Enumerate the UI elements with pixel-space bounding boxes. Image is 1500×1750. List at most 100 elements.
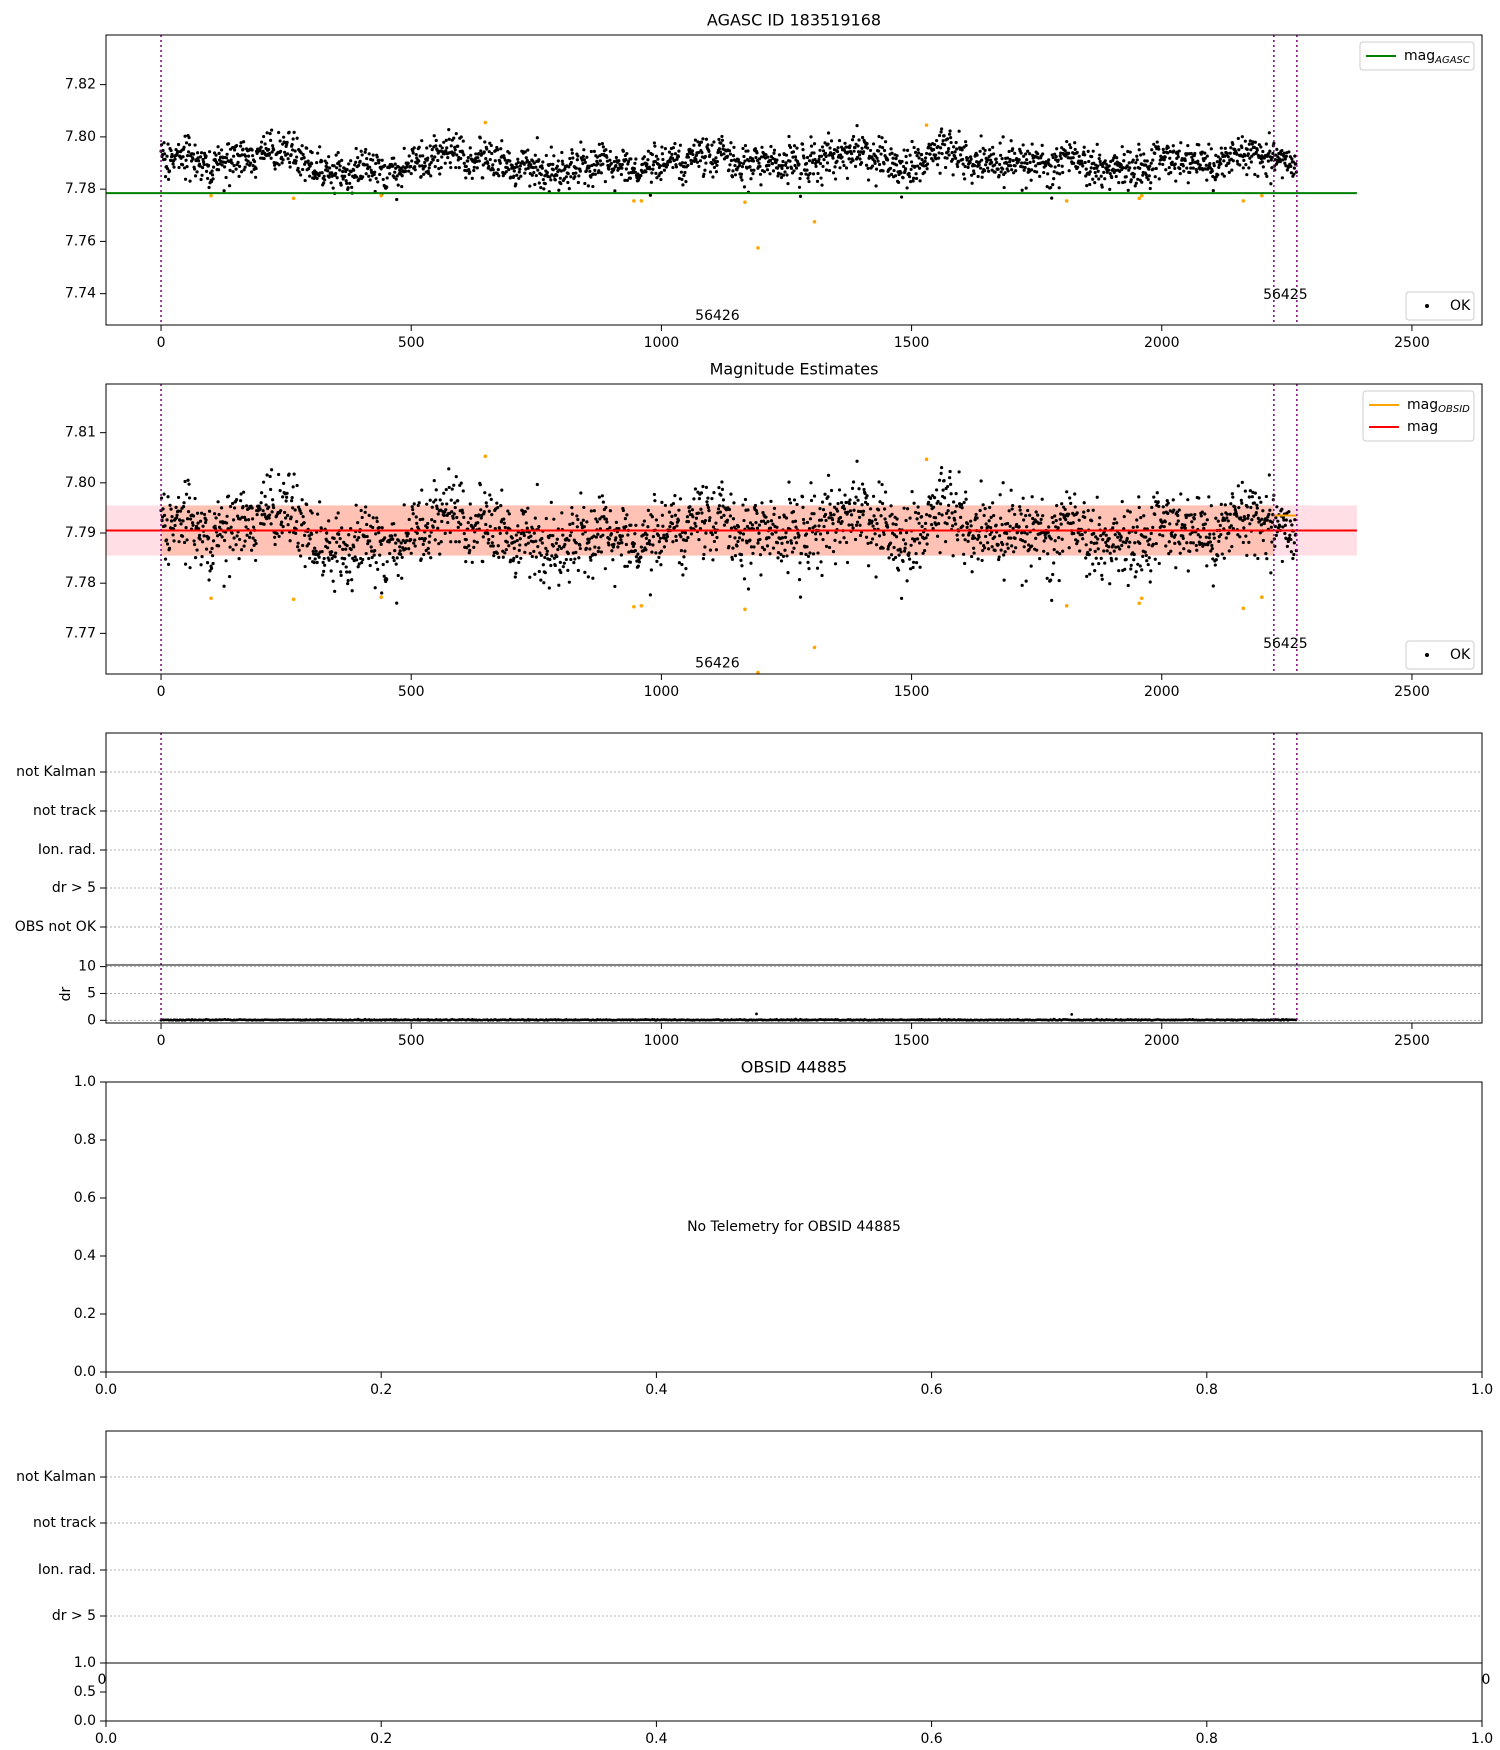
data-point xyxy=(1243,154,1247,158)
data-point xyxy=(860,146,864,150)
data-point xyxy=(439,540,443,544)
data-point xyxy=(336,151,340,155)
data-point xyxy=(533,572,537,576)
data-point xyxy=(1014,169,1018,173)
data-point xyxy=(349,170,353,174)
data-point xyxy=(1082,501,1086,505)
data-point xyxy=(996,167,1000,171)
data-point xyxy=(1190,161,1194,165)
data-point xyxy=(1239,516,1243,520)
data-point xyxy=(341,169,345,174)
data-point xyxy=(250,148,254,152)
data-point xyxy=(785,173,789,177)
data-point xyxy=(797,533,801,538)
legend-entry-label: magOBSID xyxy=(1407,397,1470,415)
data-point xyxy=(875,521,879,526)
data-point xyxy=(986,541,990,545)
data-point xyxy=(842,163,846,168)
data-point xyxy=(720,487,725,491)
data-point xyxy=(268,474,272,479)
data-point xyxy=(700,150,704,155)
data-point xyxy=(843,493,847,497)
data-point xyxy=(231,518,236,522)
data-point xyxy=(1275,147,1279,151)
data-point xyxy=(188,517,193,521)
data-point xyxy=(433,164,437,169)
data-point xyxy=(1036,513,1040,517)
data-point xyxy=(619,553,623,557)
data-point xyxy=(801,148,805,152)
data-point xyxy=(228,504,233,509)
data-point xyxy=(741,503,745,507)
data-point xyxy=(610,549,614,553)
data-point xyxy=(431,158,435,162)
data-point xyxy=(980,558,984,563)
data-point xyxy=(916,505,920,509)
data-point xyxy=(1085,574,1089,578)
data-point xyxy=(326,546,330,550)
data-point xyxy=(1100,185,1104,189)
data-point xyxy=(238,144,243,148)
data-point xyxy=(564,557,568,562)
data-point xyxy=(624,524,628,529)
data-point xyxy=(996,543,1000,547)
data-point xyxy=(1001,481,1005,485)
data-point xyxy=(1251,490,1255,494)
data-point xyxy=(169,148,173,153)
data-point xyxy=(673,152,678,156)
data-point xyxy=(568,533,572,538)
data-point xyxy=(264,503,268,507)
data-point xyxy=(1283,157,1287,161)
data-point xyxy=(1213,178,1217,182)
data-point xyxy=(440,519,444,524)
data-point xyxy=(717,137,721,142)
data-point xyxy=(735,544,739,548)
data-point xyxy=(739,553,744,557)
data-point xyxy=(577,174,581,178)
data-point xyxy=(247,518,251,522)
data-point xyxy=(924,512,929,517)
data-point xyxy=(959,153,963,157)
data-point xyxy=(933,496,937,500)
data-point xyxy=(1084,167,1088,171)
data-point xyxy=(1042,170,1046,175)
data-point xyxy=(749,168,754,172)
data-point xyxy=(1038,557,1042,561)
data-point xyxy=(972,546,976,550)
data-point xyxy=(969,524,973,528)
data-point xyxy=(421,517,425,521)
data-point xyxy=(462,515,466,519)
data-point xyxy=(195,548,199,552)
data-point xyxy=(549,563,553,568)
data-point xyxy=(628,560,632,564)
data-point xyxy=(783,548,787,552)
data-point xyxy=(611,558,615,562)
legend-label: OK xyxy=(1450,298,1471,314)
data-point xyxy=(648,542,652,546)
data-point xyxy=(870,537,875,541)
data-point xyxy=(516,160,520,165)
data-point xyxy=(865,141,869,146)
data-point xyxy=(310,511,314,515)
data-point xyxy=(708,153,712,157)
data-point xyxy=(717,504,722,508)
data-point xyxy=(956,538,960,542)
data-point xyxy=(575,158,579,162)
flagged-point xyxy=(639,199,644,203)
data-point xyxy=(1041,514,1045,518)
data-point xyxy=(334,171,338,176)
data-point xyxy=(1152,142,1156,146)
data-point xyxy=(769,144,773,149)
data-point xyxy=(837,488,842,492)
data-point xyxy=(201,157,205,162)
data-point xyxy=(831,171,836,175)
data-point xyxy=(589,509,593,513)
data-point xyxy=(245,162,249,166)
data-point xyxy=(196,159,201,163)
data-point xyxy=(579,491,583,495)
data-point xyxy=(426,156,430,160)
data-point xyxy=(1126,583,1130,588)
data-point xyxy=(1005,531,1009,536)
data-point xyxy=(282,135,286,139)
data-point xyxy=(269,138,273,142)
